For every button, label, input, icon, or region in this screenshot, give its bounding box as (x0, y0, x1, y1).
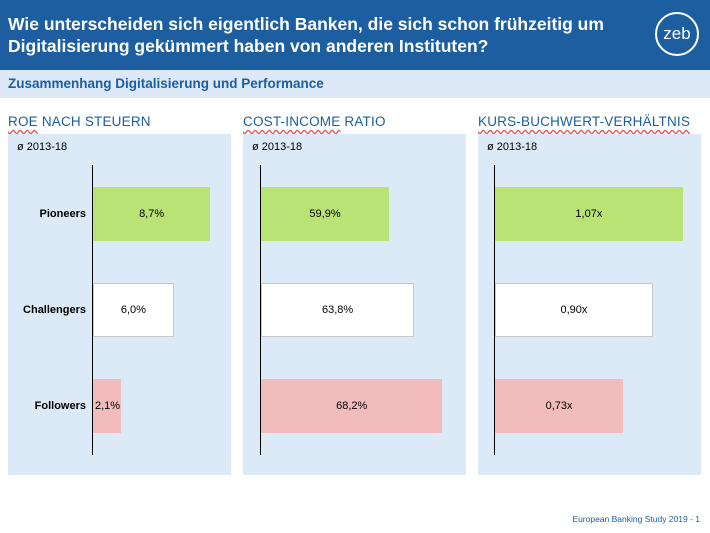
bar-value-label: 0,73x (545, 400, 573, 412)
footer-note: European Banking Study 2019 - 1 (572, 514, 700, 524)
chart-title-roe-rest: NACH STEUERN (41, 114, 151, 129)
bar-value-label: 63,8% (321, 304, 354, 316)
chart-panel-roe: ø 2013-18 8,7% Pioneers 6,0% Challengers 2,1… (8, 134, 231, 475)
bar-pioneers: 59,9% (261, 187, 390, 241)
chart-panel-kbv: ø 2013-18 1,07x 0,90x 0,73x (478, 134, 701, 475)
bar-value-label: 8,7% (139, 208, 165, 220)
bar-pioneers: 1,07x (495, 187, 683, 241)
bar-value-label: 6,0% (120, 304, 146, 316)
bar-followers: 68,2% (261, 379, 443, 433)
category-label-pioneers: Pioneers (39, 208, 86, 220)
bar-value-label: 68,2% (336, 400, 368, 412)
chart-title-cir-rest: RATIO (344, 114, 386, 129)
bar-followers: 0,73x (495, 379, 624, 433)
period-label: ø 2013-18 (17, 141, 68, 153)
category-label-followers: Followers (34, 400, 86, 412)
page-title: Wie unterscheiden sich eigentlich Banken… (8, 14, 604, 56)
bar-pioneers: 8,7% (93, 187, 211, 241)
chart-axis (92, 165, 93, 455)
chart-axis (260, 165, 261, 455)
zeb-logo: zeb (655, 12, 699, 56)
bar-challengers: 0,90x (495, 283, 653, 337)
chart-title-cir-first: COST-INCOME (243, 114, 341, 129)
bar-value-label: 2,1% (95, 400, 121, 412)
chart-title-roe: ROE NACH STEUERN (8, 114, 151, 129)
bar-challengers: 6,0% (93, 283, 174, 337)
period-label: ø 2013-18 (487, 141, 538, 153)
bar-value-label: 1,07x (575, 208, 603, 220)
chart-title-roe-first: ROE (8, 114, 38, 129)
header-bar: Wie unterscheiden sich eigentlich Banken… (0, 0, 710, 70)
bar-challengers: 63,8% (261, 283, 415, 337)
chart-axis (494, 165, 495, 455)
bar-value-label: 59,9% (309, 208, 341, 220)
bar-followers: 2,1% (93, 379, 122, 433)
chart-title-kbv-first: KURS-BUCHWERT-VERHÄLTNIS (478, 114, 691, 129)
subtitle-bar: Zusammenhang Digitalisierung und Perform… (0, 70, 710, 98)
chart-title-cir: COST-INCOME RATIO (243, 114, 386, 129)
section-subtitle: Zusammenhang Digitalisierung und Perform… (8, 76, 324, 91)
bar-value-label: 0,90x (560, 304, 588, 316)
chart-title-kbv: KURS-BUCHWERT-VERHÄLTNIS (478, 114, 690, 129)
chart-panel-cir: ø 2013-18 59,9% 63,8% 68,2% (243, 134, 466, 475)
category-label-challengers: Challengers (23, 304, 86, 316)
period-label: ø 2013-18 (252, 141, 303, 153)
